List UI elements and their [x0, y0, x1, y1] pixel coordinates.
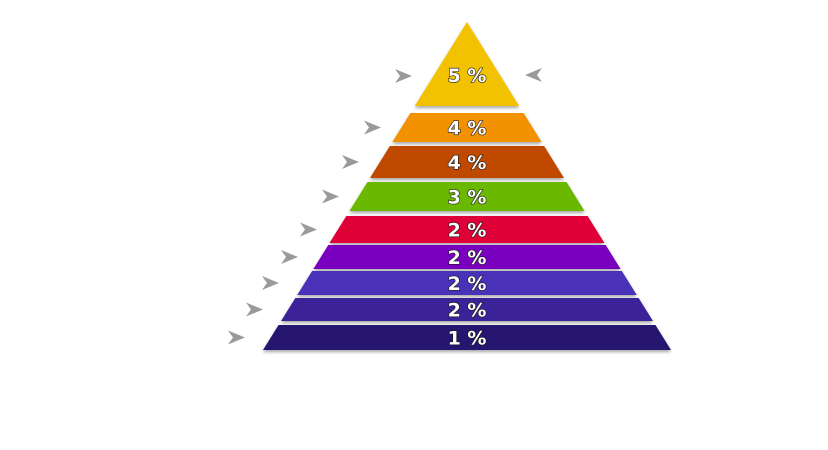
- pyramid-tier-shape: [263, 325, 671, 350]
- pyramid-tier: 2 %: [297, 271, 637, 296]
- arrowhead-icon: [246, 302, 263, 317]
- pyramid-tier-shape: [349, 182, 585, 211]
- pyramid-tier-label: 2 %: [448, 300, 487, 322]
- pyramid-tier-label: 5 %: [448, 65, 487, 87]
- pyramid-tier: 2 %: [313, 245, 621, 270]
- pyramid-tier: 4 %: [369, 146, 565, 178]
- pyramid-tier-label: 1 %: [448, 328, 487, 350]
- arrowhead-icon: [228, 330, 245, 345]
- arrowhead-icon: [322, 189, 339, 204]
- pyramid-tier: 1 %: [263, 325, 671, 350]
- pyramid-tier-shape: [313, 245, 621, 269]
- pyramid-tier-shape: [329, 216, 605, 243]
- arrowhead-icon: [364, 120, 381, 135]
- arrowhead-icon: [300, 222, 317, 237]
- pyramid-tier: 4 %: [392, 113, 542, 142]
- arrowhead-icon: [342, 155, 359, 169]
- pyramid-tier-label: 4 %: [448, 118, 487, 140]
- pyramid-tier-label: 2 %: [448, 220, 487, 242]
- arrowhead-icon: [525, 68, 542, 82]
- arrowhead-icon: [262, 276, 279, 290]
- pyramid-tier-shape: [297, 271, 637, 295]
- pyramid-tier-shape: [281, 298, 653, 321]
- pyramid-tier-shape: [392, 113, 542, 142]
- pyramid-tier-label: 4 %: [448, 152, 487, 174]
- pyramid-tier-label: 2 %: [448, 273, 487, 295]
- pyramid-tier: 5 %: [414, 22, 520, 106]
- arrowhead-icon: [281, 250, 298, 264]
- pyramid-tier-label: 3 %: [448, 187, 487, 209]
- pyramid-tier: 2 %: [281, 298, 653, 322]
- pyramid-tier-label: 2 %: [448, 247, 487, 269]
- pyramid-tier: 2 %: [329, 216, 605, 243]
- pyramid-tier: 3 %: [349, 182, 585, 211]
- arrowhead-icon: [395, 69, 412, 83]
- pyramid-tier-shape: [369, 146, 565, 178]
- pyramid-tier-shape: [414, 22, 520, 106]
